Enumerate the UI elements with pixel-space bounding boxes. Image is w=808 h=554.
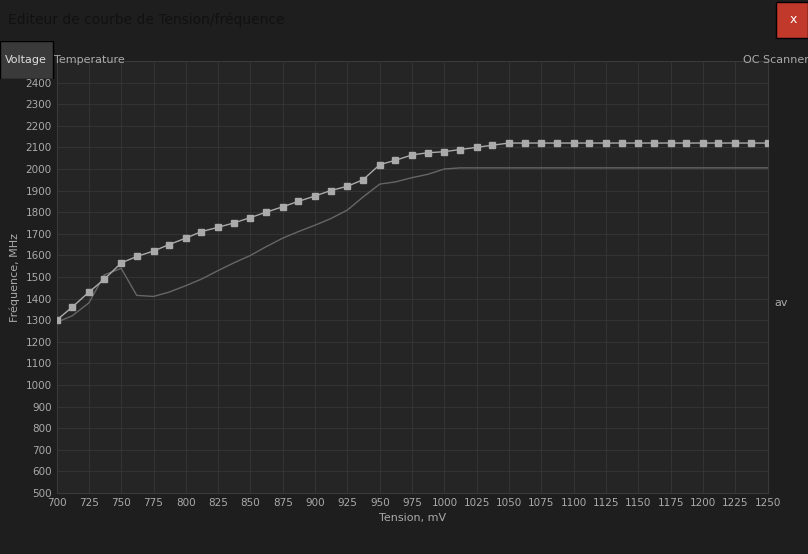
Text: Voltage: Voltage xyxy=(5,55,47,65)
Text: Editeur de courbe de Tension/fréquence: Editeur de courbe de Tension/fréquence xyxy=(8,13,284,27)
FancyBboxPatch shape xyxy=(776,2,808,38)
X-axis label: Tension, mV: Tension, mV xyxy=(378,514,446,524)
Text: av: av xyxy=(775,298,789,308)
Y-axis label: Fréquence, MHz: Fréquence, MHz xyxy=(10,233,20,321)
Text: OC Scanner: OC Scanner xyxy=(743,55,808,65)
FancyBboxPatch shape xyxy=(0,41,53,79)
Text: x: x xyxy=(789,13,797,27)
Text: Temperature: Temperature xyxy=(53,55,124,65)
